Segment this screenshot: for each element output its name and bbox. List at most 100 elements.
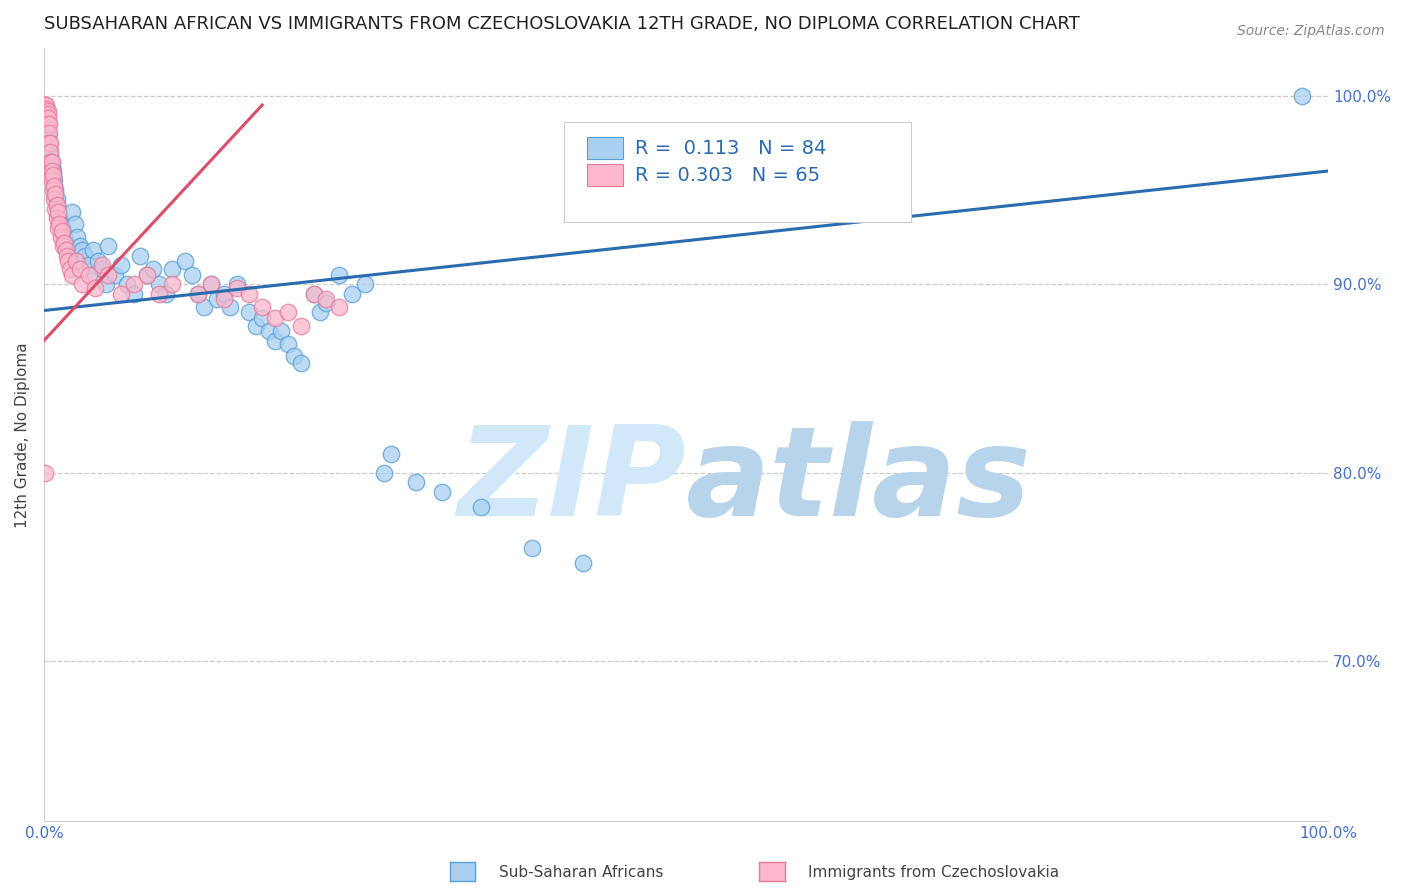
- Point: [200, 277, 222, 292]
- Point: [84, 268, 107, 282]
- Point: [42, 168, 65, 182]
- Point: [45, 198, 67, 212]
- Point: [52, 239, 75, 253]
- Point: [257, 324, 280, 338]
- Text: Immigrants from Czechoslovakia: Immigrants from Czechoslovakia: [808, 865, 1060, 880]
- Point: [142, 262, 165, 277]
- Point: [245, 318, 267, 333]
- Point: [38, 141, 60, 155]
- Point: [56, 249, 79, 263]
- Point: [45, 211, 67, 226]
- Point: [38, 136, 60, 150]
- Point: [58, 254, 80, 268]
- Point: [41, 160, 63, 174]
- Point: [225, 277, 247, 292]
- Point: [84, 281, 107, 295]
- FancyBboxPatch shape: [564, 122, 911, 222]
- Point: [44, 188, 66, 202]
- Point: [219, 300, 242, 314]
- Point: [110, 258, 132, 272]
- Point: [328, 268, 350, 282]
- Text: R =  0.113   N = 84: R = 0.113 N = 84: [634, 139, 825, 159]
- Point: [162, 277, 184, 292]
- Point: [315, 292, 337, 306]
- Point: [340, 286, 363, 301]
- Point: [309, 305, 332, 319]
- Point: [135, 268, 157, 282]
- Point: [37, 112, 59, 126]
- Point: [90, 258, 112, 272]
- Point: [264, 311, 287, 326]
- Point: [58, 262, 80, 277]
- Point: [200, 277, 222, 292]
- Point: [46, 207, 69, 221]
- Point: [39, 154, 62, 169]
- Point: [290, 318, 312, 333]
- Point: [51, 224, 73, 238]
- Point: [277, 305, 299, 319]
- Point: [60, 205, 83, 219]
- Point: [44, 179, 66, 194]
- Point: [48, 211, 70, 226]
- Point: [37, 117, 59, 131]
- Point: [405, 475, 427, 489]
- Point: [44, 173, 66, 187]
- Point: [328, 300, 350, 314]
- Point: [53, 230, 76, 244]
- Point: [94, 277, 117, 292]
- Point: [250, 300, 273, 314]
- Point: [46, 205, 69, 219]
- Point: [69, 262, 91, 277]
- Point: [97, 239, 120, 253]
- Point: [35, 122, 58, 136]
- Point: [42, 183, 65, 197]
- Point: [35, 98, 58, 112]
- Point: [55, 235, 77, 250]
- Point: [135, 268, 157, 282]
- Point: [37, 107, 59, 121]
- Point: [430, 484, 453, 499]
- Point: [34, 98, 56, 112]
- Point: [82, 243, 104, 257]
- Point: [72, 277, 94, 292]
- Y-axis label: 12th Grade, No Diploma: 12th Grade, No Diploma: [15, 343, 30, 528]
- FancyBboxPatch shape: [588, 164, 623, 186]
- Point: [39, 145, 62, 160]
- Point: [77, 258, 100, 272]
- Point: [44, 183, 66, 197]
- Point: [572, 556, 595, 570]
- Point: [250, 311, 273, 326]
- Point: [46, 220, 69, 235]
- Point: [35, 107, 58, 121]
- Point: [46, 202, 69, 216]
- Point: [34, 466, 56, 480]
- Point: [39, 149, 62, 163]
- Text: Sub-Saharan Africans: Sub-Saharan Africans: [499, 865, 664, 880]
- Point: [302, 286, 325, 301]
- Point: [162, 262, 184, 277]
- Point: [103, 268, 125, 282]
- Point: [110, 286, 132, 301]
- Point: [277, 337, 299, 351]
- Point: [44, 202, 66, 216]
- Point: [207, 292, 229, 306]
- Point: [212, 292, 235, 306]
- Point: [44, 192, 66, 206]
- Point: [34, 103, 56, 118]
- Point: [97, 268, 120, 282]
- Point: [238, 286, 260, 301]
- Point: [35, 112, 58, 126]
- Point: [65, 254, 87, 268]
- Point: [58, 243, 80, 257]
- Point: [37, 130, 59, 145]
- Point: [238, 305, 260, 319]
- Point: [520, 541, 543, 555]
- Point: [42, 168, 65, 182]
- Point: [283, 349, 305, 363]
- Point: [225, 281, 247, 295]
- Point: [69, 239, 91, 253]
- Text: R = 0.303   N = 65: R = 0.303 N = 65: [634, 167, 820, 186]
- Point: [212, 286, 235, 301]
- Point: [45, 198, 67, 212]
- Point: [49, 230, 72, 244]
